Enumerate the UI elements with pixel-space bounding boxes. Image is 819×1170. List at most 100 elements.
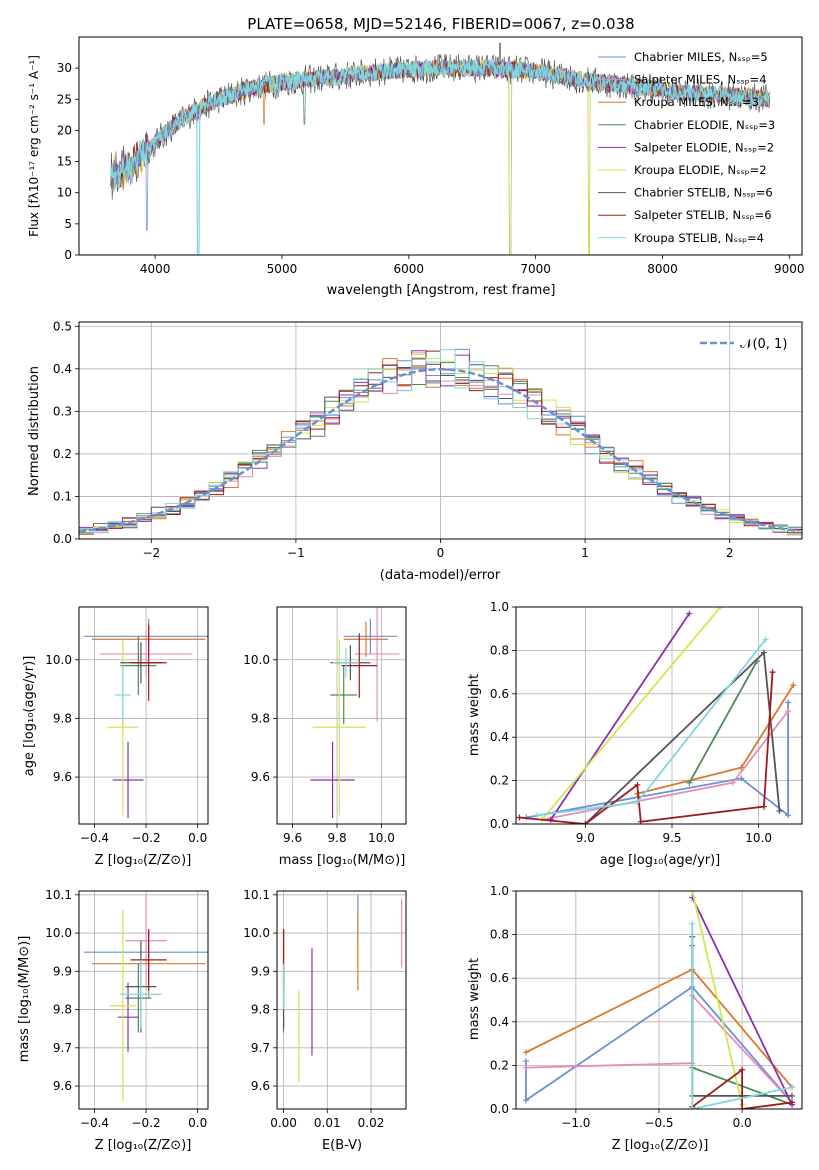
mass-weight-vs-age-line-3 <box>688 660 758 784</box>
age-vs-mass-xtick-label-1: 9.8 <box>328 831 347 845</box>
residuals-hist-8 <box>79 349 802 534</box>
mass-vs-Z-frame <box>78 890 209 1110</box>
mass-weight-vs-Z-marker-6-2 <box>789 1092 796 1099</box>
age-z-xlabel: Z [log₁₀(Z/Z⊙)] <box>95 853 192 868</box>
mass-weight-vs-age-marker-1-1 <box>729 779 736 786</box>
mass-weight-vs-age-line-1 <box>541 710 789 821</box>
mass-weight-vs-age-marker-1-2 <box>785 708 792 715</box>
mass-weight-vs-age-line-4 <box>549 612 691 821</box>
mass-weight-vs-Z-marker-2-0 <box>522 1049 529 1056</box>
spectrum-legend-label-7: Salpeter STELIB, Nₛₛₚ=6 <box>634 208 772 222</box>
residuals-xtick-label-1: −1 <box>287 546 305 560</box>
mass-weight-vs-Z-frame <box>515 890 803 1110</box>
spectrum-legend: Chabrier MILES, Nₛₛₚ=5 Salpeter MILES, Nₛ… <box>598 50 775 245</box>
mw-z-ylabel: mass weight <box>467 958 482 1040</box>
mass-vs-ebv-ytick-label-5: 10.1 <box>243 888 270 902</box>
mass-weight-vs-Z-series <box>522 891 796 1109</box>
mass-weight-vs-Z-marker-8-1 <box>689 1106 696 1109</box>
age-vs-Z-frame <box>78 606 209 825</box>
mass-weight-vs-Z-line-7 <box>691 1068 793 1109</box>
residuals-legend: 𝒩(0, 1) <box>700 337 787 352</box>
mass-weight-vs-age-line-6 <box>584 650 781 824</box>
spectrum-frame <box>78 36 803 256</box>
spectrum-ytick-label-0: 0 <box>64 248 72 262</box>
mass-vs-Z-xtick-label-0: −0.4 <box>80 1116 109 1130</box>
spectrum-legend-label-8: Kroupa STELIB, Nₛₛₚ=4 <box>634 231 764 245</box>
age-vs-Z-ytick-label-1: 9.8 <box>53 711 72 725</box>
mass-weight-vs-Z-ytick-label-3: 0.6 <box>490 971 509 985</box>
mw-age-xlabel: age [log₁₀(age/yr)] <box>600 853 721 868</box>
mass-vs-ebv-frame <box>276 890 407 1110</box>
mass-weight-vs-Z-line-8 <box>691 923 793 1109</box>
mass-weight-vs-Z-xtick-label-0: −1.0 <box>561 1116 590 1130</box>
mass-weight-vs-age-marker-5-1 <box>717 607 724 610</box>
age-vs-Z-xtick-label-0: −0.4 <box>80 831 109 845</box>
mass-weight-vs-Z-ytick-label-1: 0.2 <box>490 1058 509 1072</box>
residuals-ytick-label-3: 0.3 <box>53 404 72 418</box>
spectrum-ylabel: Flux [fλ10⁻¹⁷ erg cm⁻² s⁻¹ A⁻¹] <box>27 55 41 237</box>
mass-weight-vs-age-xtick-label-0: 9.0 <box>576 831 595 845</box>
mass-weight-vs-age-ytick-label-5: 1.0 <box>490 600 509 614</box>
age-vs-Z-ytick-label-0: 9.6 <box>53 770 72 784</box>
spectrum-ytick-label-6: 30 <box>57 61 72 75</box>
spectrum-ytick-label-3: 15 <box>57 155 72 169</box>
age-vs-mass-ytick-label-2: 10.0 <box>243 653 270 667</box>
mw-age-ylabel: mass weight <box>467 674 482 756</box>
spectrum-legend-label-6: Chabrier STELIB, Nₛₛₚ=6 <box>634 186 773 200</box>
mass-z-xlabel: Z [log₁₀(Z/Z⊙)] <box>95 1138 192 1153</box>
mass-vs-ebv-ytick-label-1: 9.7 <box>251 1041 270 1055</box>
mass-vs-Z-ytick-label-2: 9.8 <box>53 1003 72 1017</box>
mass-weight-vs-Z-marker-0-0 <box>522 1058 529 1065</box>
mass-weight-vs-age-marker-0-2 <box>785 812 792 819</box>
mass-weight-vs-Z-marker-0-1 <box>522 1097 529 1104</box>
mass-weight-vs-age-xtick-label-1: 9.5 <box>662 831 681 845</box>
mass-z-ylabel: mass [log₁₀(M/M⊙)] <box>17 936 32 1063</box>
spectrum-legend-label-4: Salpeter ELODIE, Nₛₛₚ=2 <box>634 140 774 154</box>
age-vs-mass-ytick-label-1: 9.8 <box>251 711 270 725</box>
age-vs-mass-xtick-label-2: 10.0 <box>368 831 395 845</box>
spectrum-legend-label-2: Kroupa MILES, Nₛₛₚ=3 <box>634 95 759 109</box>
mass-weight-vs-Z-marker-8-2 <box>789 1084 796 1091</box>
mass-weight-vs-age-line-7 <box>519 672 774 824</box>
mass-vs-Z-xtick-label-1: −0.2 <box>132 1116 161 1130</box>
mass-weight-vs-age-marker-0-1 <box>738 775 745 782</box>
mass-weight-vs-age-marker-7-5 <box>769 669 776 676</box>
mass-weight-vs-Z-line-4 <box>691 897 793 1105</box>
mass-weight-vs-age-marker-7-0 <box>516 814 523 821</box>
mass-weight-vs-age-marker-2-2 <box>790 682 797 689</box>
residuals-ylabel: Normed distribution <box>27 366 42 496</box>
mass-weight-vs-Z-line-0 <box>525 985 793 1104</box>
age-mass-xlabel: mass [log₁₀(M/M⊙)] <box>279 853 406 868</box>
mass-weight-vs-Z-xtick-label-1: −0.5 <box>644 1116 673 1130</box>
age-vs-mass-xtick-label-0: 9.6 <box>283 831 302 845</box>
residuals-ytick-label-2: 0.2 <box>53 447 72 461</box>
mass-weight-vs-Z-xtick-label-2: 0.0 <box>733 1116 752 1130</box>
residuals-panel: (data-model)/error Normed distribution <box>27 366 501 583</box>
mass-weight-vs-age-marker-2-1 <box>738 764 745 771</box>
spectrum-axes: 4000 5000 6000 7000 8000 9000 0 5 10 15 20 25 30 <box>57 61 805 276</box>
mass-weight-vs-age-marker-7-4 <box>760 803 767 810</box>
mass-weight-vs-age-marker-0-3 <box>785 699 792 706</box>
mass-weight-vs-Z-marker-5-0 <box>689 891 696 894</box>
mass-vs-ebv-xtick-label-2: 0.02 <box>358 1116 385 1130</box>
mass-weight-vs-age-ytick-label-2: 0.4 <box>490 730 509 744</box>
residuals-histograms <box>79 348 802 538</box>
mass-weight-vs-age-marker-8-2 <box>762 636 769 643</box>
residuals-ytick-label-0: 0.0 <box>53 532 72 546</box>
mass-weight-vs-age-ytick-label-0: 0.0 <box>490 817 509 831</box>
spectrum-xtick-label-1: 5000 <box>267 262 298 276</box>
mass-weight-vs-age-marker-4-1 <box>686 610 693 617</box>
mass-weight-vs-Z-ytick-label-5: 1.0 <box>490 884 509 898</box>
age-vs-Z-xtick-label-1: −0.2 <box>132 831 161 845</box>
age-vs-mass-axes: 9.6 9.8 10.0 9.6 9.8 10.0 <box>243 607 406 845</box>
spectrum-ytick-label-1: 5 <box>64 217 72 231</box>
mass-ebv-xlabel: E(B-V) <box>322 1138 362 1153</box>
residuals-ytick-label-5: 0.5 <box>53 319 72 333</box>
residuals-xtick-label-4: 2 <box>726 546 734 560</box>
residuals-xtick-label-0: −2 <box>142 546 160 560</box>
mass-weight-vs-age-marker-8-1 <box>634 799 641 806</box>
spectrum-xtick-label-0: 4000 <box>140 262 171 276</box>
spectrum-legend-label-1: Salpeter MILES, Nₛₛₚ=4 <box>634 73 767 87</box>
mass-weight-vs-age-frame <box>515 606 803 825</box>
